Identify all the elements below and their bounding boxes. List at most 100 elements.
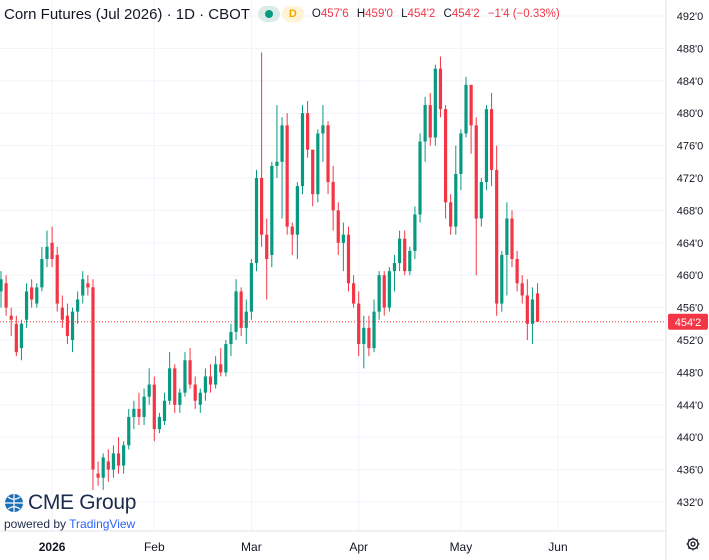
- candle-body: [168, 368, 172, 401]
- high-label: H: [356, 8, 366, 20]
- candle-body: [239, 291, 243, 328]
- close-label: C: [443, 8, 452, 20]
- grid-lines: [0, 0, 666, 531]
- price-tick-label: 472'0: [677, 173, 704, 185]
- candle: [234, 279, 238, 340]
- candle: [173, 364, 177, 413]
- candle-body: [346, 234, 351, 284]
- market-open-dot-icon[interactable]: [257, 6, 280, 22]
- candle: [321, 105, 325, 162]
- candle: [249, 259, 253, 320]
- symbol-title[interactable]: Corn Futures (Jul 2026) · 1D · CBOT: [4, 5, 250, 23]
- candle-body: [35, 287, 39, 304]
- candle-body: [173, 368, 177, 405]
- candle: [24, 283, 29, 328]
- candle-body: [214, 364, 218, 385]
- candle: [45, 230, 49, 268]
- candle: [55, 246, 59, 312]
- candle-body: [362, 327, 366, 345]
- candle-body: [331, 182, 335, 211]
- tradingview-link[interactable]: TradingView: [69, 517, 136, 531]
- candle: [428, 92, 432, 146]
- candle: [484, 105, 489, 191]
- price-tick-label: 456'0: [677, 303, 704, 315]
- candle: [433, 64, 437, 146]
- candle: [525, 279, 529, 340]
- candle: [443, 105, 448, 219]
- candle: [60, 295, 64, 328]
- candle: [489, 92, 494, 187]
- candle-body: [76, 299, 80, 312]
- candle-body: [40, 259, 44, 288]
- candle: [106, 449, 110, 482]
- candle: [408, 246, 412, 276]
- last-price-label: 454'2: [668, 313, 708, 330]
- high-value: 459'0: [365, 8, 393, 20]
- candle: [413, 206, 417, 259]
- candle-body: [137, 408, 141, 417]
- price-axis[interactable]: 492'0 488'0 484'0 480'0 476'0 472'0 468'0 464'0…: [677, 11, 704, 509]
- logo-text: CME Group: [28, 491, 137, 514]
- candle: [91, 279, 95, 490]
- delayed-badge[interactable]: D: [281, 6, 304, 22]
- candle-body: [449, 202, 453, 227]
- candle-body: [520, 283, 524, 296]
- price-tick-label: 444'0: [677, 400, 704, 412]
- candle-body: [183, 360, 187, 393]
- candle-body: [326, 125, 330, 183]
- powered-prefix: powered by: [4, 517, 67, 531]
- time-axis[interactable]: 2026 Feb Mar Apr May Jun: [39, 540, 568, 554]
- candle: [183, 352, 187, 397]
- candle-body: [265, 234, 269, 259]
- candle-body: [50, 242, 54, 259]
- candle-body: [101, 457, 105, 478]
- globe-icon: [5, 494, 23, 512]
- candle-body: [70, 311, 75, 340]
- candle-body: [438, 68, 443, 110]
- price-tick-label: 440'0: [677, 432, 704, 444]
- candle-body: [142, 396, 146, 417]
- candle-body: [397, 238, 402, 264]
- candle: [239, 287, 243, 336]
- price-tick-label: 448'0: [677, 367, 704, 379]
- candle-body: [290, 226, 294, 235]
- candle: [86, 275, 90, 296]
- candle: [127, 408, 131, 450]
- candle: [377, 271, 381, 320]
- open-value: 457'6: [320, 8, 349, 20]
- time-tick-label: Jun: [548, 540, 567, 554]
- candle-body: [45, 246, 49, 259]
- candle: [469, 84, 473, 154]
- candle: [295, 182, 299, 259]
- candle-body: [510, 218, 514, 259]
- candle: [392, 254, 397, 292]
- candle: [280, 117, 284, 219]
- candle-body: [280, 125, 284, 162]
- price-tick-label: 488'0: [677, 43, 704, 55]
- gear-icon[interactable]: [686, 537, 700, 551]
- candle-body: [535, 293, 540, 322]
- price-tick-label: 476'0: [677, 141, 704, 153]
- candle: [367, 315, 371, 357]
- candle: [515, 250, 519, 292]
- candle: [224, 340, 228, 377]
- candle: [35, 283, 39, 308]
- candle-body: [96, 473, 100, 478]
- candle-body: [418, 141, 422, 215]
- candle: [500, 250, 504, 312]
- candle-body: [377, 275, 381, 312]
- candle: [270, 161, 274, 268]
- candle-body: [454, 173, 458, 227]
- time-tick-label: Apr: [349, 540, 368, 554]
- candle-body: [127, 416, 131, 446]
- price-tick-label: 484'0: [677, 76, 704, 88]
- candle-body: [489, 109, 494, 170]
- time-tick-label: 2026: [39, 540, 66, 554]
- cme-group-logo[interactable]: CME Group: [4, 491, 136, 515]
- candle-body: [91, 287, 95, 470]
- candle: [81, 271, 85, 304]
- candle-body: [122, 445, 126, 466]
- candle: [76, 291, 80, 324]
- powered-by[interactable]: powered by TradingView: [4, 517, 136, 531]
